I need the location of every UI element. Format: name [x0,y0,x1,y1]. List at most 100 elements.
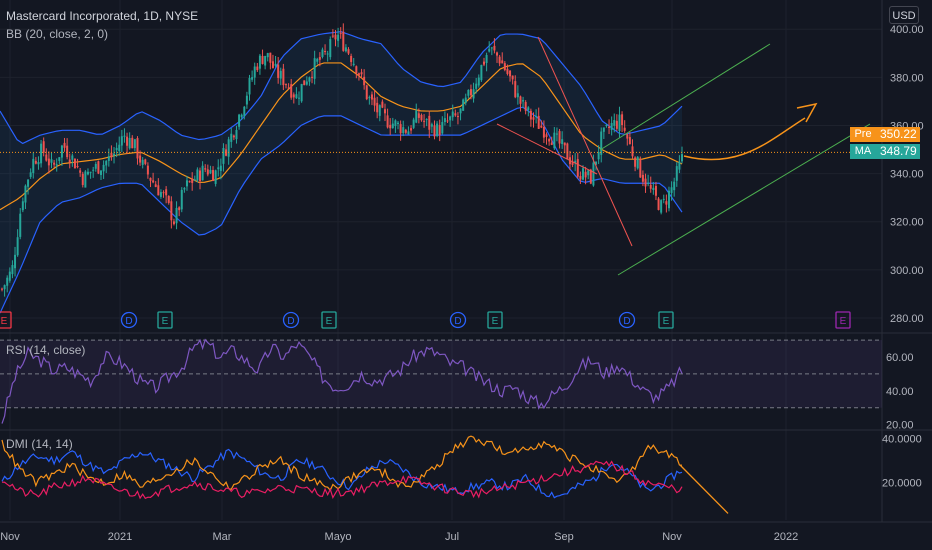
candle-body [454,113,457,116]
event-marker-d[interactable]: D [449,311,467,329]
candle-body [279,70,282,79]
earnings-box [157,311,173,329]
event-marker-e[interactable]: E [0,311,12,329]
candle-body [506,68,509,74]
candle-body [40,143,43,164]
candle-body [532,117,535,120]
candle-body [524,102,527,111]
dmi-series-0 [1,448,683,499]
candle-body [574,160,577,164]
candle-body [256,66,259,71]
candle-body [383,109,386,114]
candle-body [342,31,345,51]
candle-body [159,192,162,197]
candle-body [251,77,254,80]
candle-body [334,34,337,40]
candle-body [516,93,519,98]
candle-body [165,189,168,196]
candle-body [519,96,522,104]
event-marker-e[interactable]: E [321,311,337,329]
candle-body [128,138,131,149]
bb-indicator-label[interactable]: BB (20, close, 2, 0) [6,27,109,41]
candle-body [660,200,663,213]
candle-body [529,110,532,120]
dmi-label[interactable]: DMI (14, 14) [6,437,73,451]
price-tick-label: 320.00 [890,217,924,229]
candle-body [605,125,608,127]
candle-body [503,63,506,70]
earnings-box [835,311,851,329]
candle-body [58,157,61,161]
candle-body [274,63,277,66]
candle-body [47,158,50,166]
event-marker-e[interactable]: E [835,311,851,329]
candle-body [94,163,97,169]
dmi-tick-label: 40.0000 [882,434,922,446]
event-marker-d[interactable]: D [120,311,138,329]
dividend-circle [282,311,300,329]
candle-body [639,159,642,178]
candle-body [21,201,24,211]
candle-body [84,171,87,188]
candle-body [415,110,418,123]
candle-body [363,76,366,86]
candle-body [670,187,673,193]
candle-body [407,131,410,135]
event-marker-e[interactable]: E [487,311,503,329]
candle-body [446,120,449,122]
candle-body [553,132,556,149]
candle-body [386,115,389,128]
candle-body [636,156,639,169]
candle-body [626,134,629,139]
rsi-label[interactable]: RSI (14, close) [6,343,86,357]
candle-body [404,129,407,133]
candle-body [118,144,121,151]
candle-body [433,125,436,137]
event-marker-e[interactable]: E [157,311,173,329]
candle-body [496,52,499,56]
candle-body [266,53,269,58]
time-tick-label: Jul [445,531,459,543]
candle-body [37,162,40,165]
candle-body [631,146,634,157]
dmi-tick-label: 20.0000 [882,478,922,490]
candle-body [225,149,228,156]
dmi-series-2 [1,460,683,500]
candle-body [66,145,69,158]
candle-body [673,181,676,191]
candle-body [456,116,459,118]
candle-body [581,168,584,180]
event-letter: E [326,316,333,327]
event-marker-d[interactable]: D [282,311,300,329]
candle-body [451,111,454,118]
candle-body [298,97,301,99]
forecast-curve [683,117,806,161]
candle-body [376,102,379,113]
candle-body [292,94,295,98]
candle-body [287,87,290,89]
candle-body [193,179,196,181]
event-letter: E [162,316,169,327]
candle-body [269,52,272,63]
candle-body [378,105,381,116]
event-marker-d[interactable]: D [618,311,636,329]
candle-body [399,124,402,134]
candle-body [652,187,655,191]
candle-body [144,159,147,164]
rsi-tick-label: 40.00 [886,386,914,398]
currency-button[interactable]: USD [889,6,919,24]
candle-body [561,139,564,145]
event-marker-e[interactable]: E [658,311,674,329]
candle-body [201,165,204,181]
event-letter: E [492,316,499,327]
candle-body [441,122,444,134]
price-tick-label: 280.00 [890,313,924,325]
candle-body [587,170,590,176]
candle-body [120,136,123,146]
candle-body [311,76,314,78]
candle-body [97,161,100,174]
event-letter: E [663,316,670,327]
candle-body [232,135,235,138]
candle-body [230,133,233,142]
